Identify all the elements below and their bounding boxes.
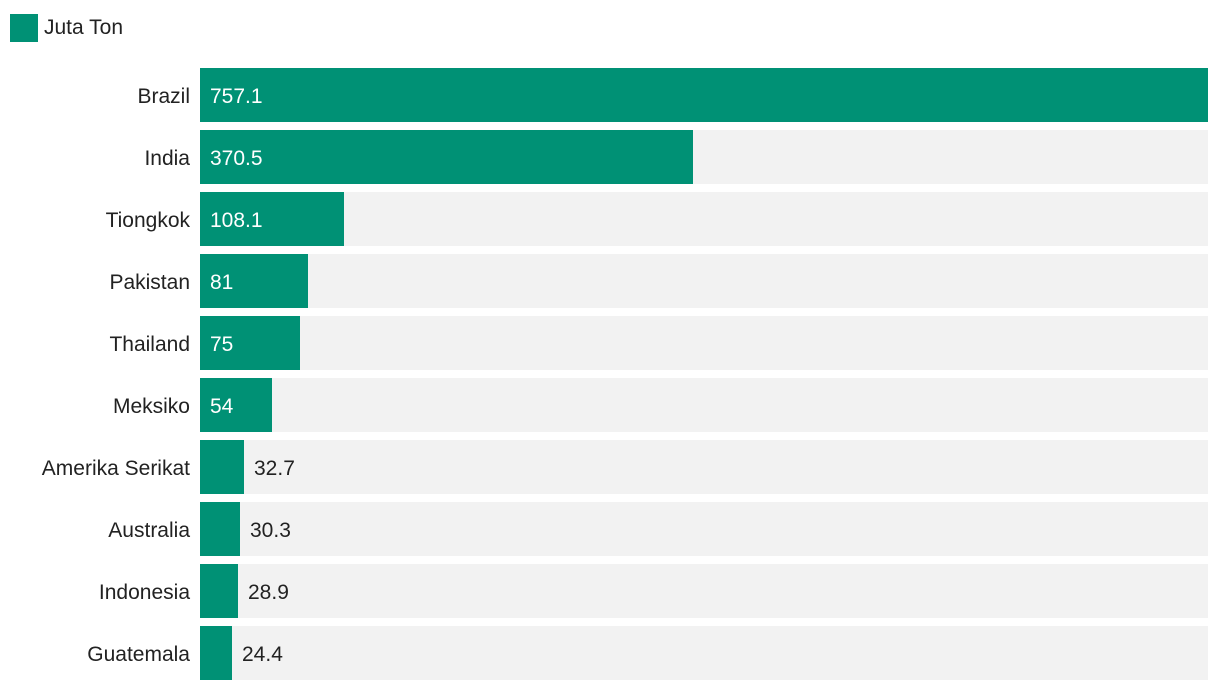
bar-track-indonesia [200,564,1208,618]
legend-swatch [10,14,38,42]
bar-track-tiongkok [200,192,1208,246]
value-label-meksiko: 54 [210,395,234,418]
value-label-thailand: 75 [210,333,233,356]
bar-track-australia [200,502,1208,556]
category-label-thailand: Thailand [109,333,190,356]
legend: Juta Ton [10,13,123,43]
bar-tiongkok [200,192,344,246]
category-label-australia: Australia [108,519,190,542]
category-label-tiongkok: Tiongkok [106,209,191,232]
bar-guatemala [200,626,232,680]
value-label-amerika-serikat: 32.7 [254,457,295,480]
bar-india [200,130,693,184]
bar-brazil [200,68,1208,122]
category-label-brazil: Brazil [137,85,190,108]
category-label-meksiko: Meksiko [113,395,190,418]
category-label-india: India [144,147,190,170]
category-label-indonesia: Indonesia [99,581,190,604]
bar-meksiko [200,378,272,432]
bar-track-meksiko [200,378,1208,432]
value-label-australia: 30.3 [250,519,291,542]
category-label-pakistan: Pakistan [109,271,190,294]
bar-indonesia [200,564,238,618]
value-label-indonesia: 28.9 [248,581,289,604]
value-label-pakistan: 81 [210,271,233,294]
bar-track-guatemala [200,626,1208,680]
value-label-india: 370.5 [210,147,263,170]
value-label-brazil: 757.1 [210,85,263,108]
bar-thailand [200,316,300,370]
bar-amerika-serikat [200,440,244,494]
bar-track-thailand [200,316,1208,370]
bar-australia [200,502,240,556]
value-label-tiongkok: 108.1 [210,209,263,232]
bar-pakistan [200,254,308,308]
value-label-guatemala: 24.4 [242,643,283,666]
bar-track-pakistan [200,254,1208,308]
category-label-guatemala: Guatemala [87,643,190,666]
category-label-amerika-serikat: Amerika Serikat [42,457,190,480]
bar-track-amerika-serikat [200,440,1208,494]
legend-label: Juta Ton [44,16,124,39]
